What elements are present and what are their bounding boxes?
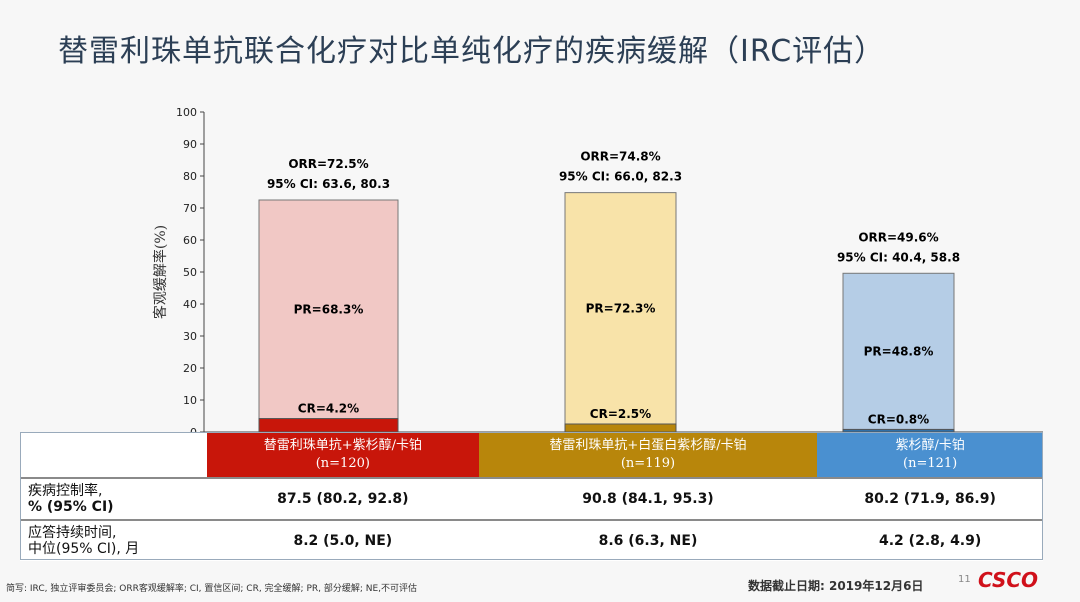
bar-chart: 0102030405060708090100PR=68.3%CR=4.2%ORR… bbox=[176, 106, 1043, 439]
data-cutoff: 数据截止日期: 2019年12月6日 bbox=[748, 579, 924, 593]
pr-bar bbox=[842, 272, 955, 430]
cell: 87.5 (80.2, 92.8) bbox=[207, 477, 479, 520]
cr-bar bbox=[258, 418, 399, 433]
y-tick-label: 80 bbox=[183, 170, 197, 183]
slide-title: 替雷利珠单抗联合化疗对比单纯化疗的疾病缓解（IRC评估） bbox=[58, 34, 886, 69]
csco-logo: CSCO bbox=[978, 568, 1039, 592]
y-tick-label: 90 bbox=[183, 138, 197, 151]
arm-n: (n=120) bbox=[315, 456, 370, 471]
arm-name: 替雷利珠单抗+白蛋白紫杉醇/卡铂 bbox=[549, 438, 747, 453]
ci-label: 95% CI: 66.0, 82.3 bbox=[559, 170, 682, 184]
pr-bar bbox=[564, 192, 677, 425]
orr-label: ORR=49.6% bbox=[858, 230, 938, 244]
y-tick-label: 40 bbox=[183, 298, 197, 311]
orr-label: ORR=72.5% bbox=[288, 157, 368, 171]
ci-label: 95% CI: 63.6, 80.3 bbox=[267, 177, 390, 191]
y-axis-label: 客观缓解率(%) bbox=[153, 224, 169, 320]
cell: 4.2 (2.8, 4.9) bbox=[817, 519, 1043, 561]
y-tick-label: 20 bbox=[183, 362, 197, 375]
results-table: 替雷利珠单抗+紫杉醇/卡铂 (n=120) 替雷利珠单抗+白蛋白紫杉醇/卡铂 (n=… bbox=[20, 432, 1043, 561]
page-number: 11 bbox=[958, 574, 971, 585]
orr-label: ORR=74.8% bbox=[580, 150, 660, 164]
pr-label: PR=72.3% bbox=[586, 301, 656, 315]
cr-label: CR=2.5% bbox=[590, 407, 651, 421]
arm-header-2: 替雷利珠单抗+白蛋白紫杉醇/卡铂 (n=119) bbox=[478, 432, 818, 478]
cell: 8.6 (6.3, NE) bbox=[478, 519, 818, 561]
table-corner bbox=[20, 432, 207, 478]
arm-header-1: 替雷利珠单抗+紫杉醇/卡铂 (n=120) bbox=[207, 432, 479, 478]
pr-label: PR=68.3% bbox=[294, 302, 364, 316]
arm-n: (n=119) bbox=[620, 456, 676, 471]
row-label: 应答持续时间, 中位(95% CI), 月 bbox=[20, 519, 207, 561]
cell: 8.2 (5.0, NE) bbox=[207, 519, 479, 561]
cr-label: CR=4.2% bbox=[298, 402, 359, 416]
row-label: 疾病控制率,% (95% CI) bbox=[20, 477, 207, 520]
arm-name: 紫杉醇/卡铂 bbox=[895, 438, 965, 453]
cell: 90.8 (84.1, 95.3) bbox=[478, 477, 818, 520]
ci-label: 95% CI: 40.4, 58.8 bbox=[837, 250, 960, 264]
y-tick-label: 50 bbox=[183, 266, 197, 279]
pr-bar bbox=[258, 199, 399, 420]
table-row: 疾病控制率,% (95% CI) 87.5 (80.2, 92.8) 90.8 … bbox=[20, 477, 1043, 520]
arm-header-3: 紫杉醇/卡铂 (n=121) bbox=[817, 432, 1043, 478]
table-row: 应答持续时间, 中位(95% CI), 月 8.2 (5.0, NE) 8.6 (… bbox=[20, 519, 1043, 561]
pr-label: PR=48.8% bbox=[864, 344, 934, 358]
y-tick-label: 10 bbox=[183, 394, 197, 407]
y-tick-label: 100 bbox=[176, 106, 197, 119]
cr-bar bbox=[842, 428, 955, 433]
y-tick-label: 60 bbox=[183, 234, 197, 247]
y-tick-label: 30 bbox=[183, 330, 197, 343]
arm-name: 替雷利珠单抗+紫杉醇/卡铂 bbox=[263, 438, 422, 453]
cr-bar bbox=[564, 423, 677, 433]
footnote: 简写: IRC, 独立评审委员会; ORR客观缓解率; CI, 置信区间; CR… bbox=[6, 584, 418, 594]
cr-label: CR=0.8% bbox=[868, 412, 929, 426]
arm-n: (n=121) bbox=[903, 456, 958, 471]
cell: 80.2 (71.9, 86.9) bbox=[817, 477, 1043, 520]
y-tick-label: 70 bbox=[183, 202, 197, 215]
